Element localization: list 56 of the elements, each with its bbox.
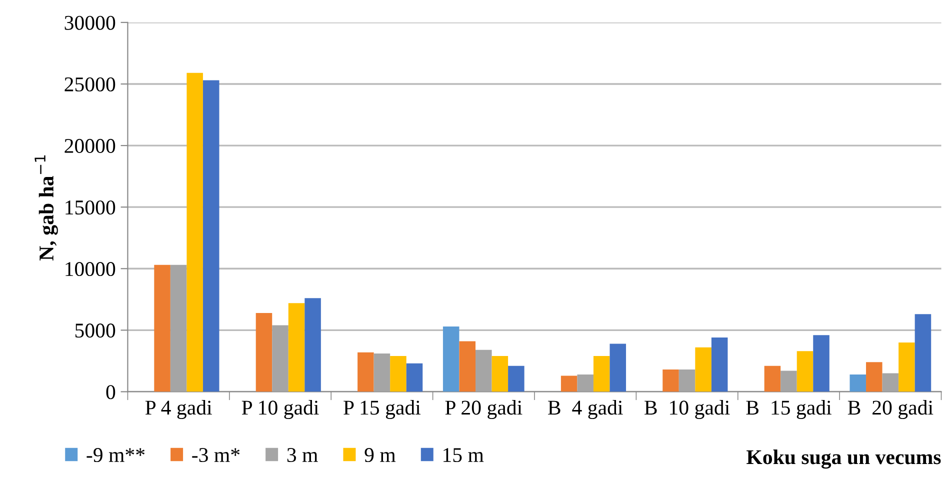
bar: [288, 303, 305, 392]
bar: [780, 370, 797, 392]
bar: [678, 370, 696, 392]
x-tick-label: B 20 gadi: [848, 400, 934, 419]
bar: [593, 356, 610, 392]
bar: [508, 366, 524, 392]
bar: [695, 347, 712, 392]
x-tick-label: B 15 gadi: [746, 400, 832, 419]
bar: [577, 374, 594, 392]
bar: [202, 80, 220, 392]
bar: [154, 264, 170, 392]
legend-label: -9 m**: [86, 448, 145, 462]
bar: [459, 341, 476, 392]
y-tick-label: 0: [106, 385, 116, 400]
bar: [866, 362, 882, 392]
bar: [492, 356, 508, 392]
y-tick-label: 30000: [64, 16, 116, 30]
x-tick-label: P 10 gadi: [242, 400, 319, 419]
bar: [711, 338, 728, 392]
x-tick-label: P 4 gadi: [145, 400, 212, 419]
bar: [476, 350, 492, 392]
y-tick-label: 25000: [64, 77, 116, 92]
bar: [256, 312, 272, 392]
bar: [662, 370, 679, 392]
bar: [442, 326, 460, 392]
y-tick-label: 10000: [66, 262, 116, 276]
x-tick-label: B 10 gadi: [644, 400, 730, 419]
x-tick-label: P 15 gadi: [344, 400, 421, 419]
bar: [610, 344, 626, 392]
legend-label: 15 m: [444, 448, 484, 462]
y-axis-title: N, gab ha$^{−1}$: [34, 155, 58, 260]
bar: [358, 352, 374, 392]
bar: [850, 374, 866, 392]
y-tick-label: 15000: [66, 200, 116, 215]
x-axis-title: Koku suga un vecums: [746, 450, 941, 469]
bar: [186, 72, 203, 392]
y-tick-label: 20000: [64, 138, 116, 153]
bar: [560, 376, 578, 392]
bar: [406, 363, 423, 392]
legend-label: 9 m: [364, 448, 396, 462]
bar: [170, 264, 187, 392]
bar: [304, 298, 321, 392]
x-tick-label: P 20 gadi: [445, 400, 522, 419]
legend-label: -3 m*: [192, 448, 240, 462]
bar: [914, 314, 932, 392]
bar: [796, 351, 814, 392]
bar: [882, 373, 899, 392]
y-tick-label: 5000: [75, 324, 116, 338]
bar: [374, 354, 390, 392]
bar: [272, 325, 288, 392]
bar: [764, 366, 781, 392]
bar: [813, 335, 830, 392]
x-tick-label: B 4 gadi: [548, 400, 623, 419]
bar: [390, 356, 406, 392]
legend-label: 3 m: [287, 448, 318, 462]
bar: [898, 342, 915, 392]
